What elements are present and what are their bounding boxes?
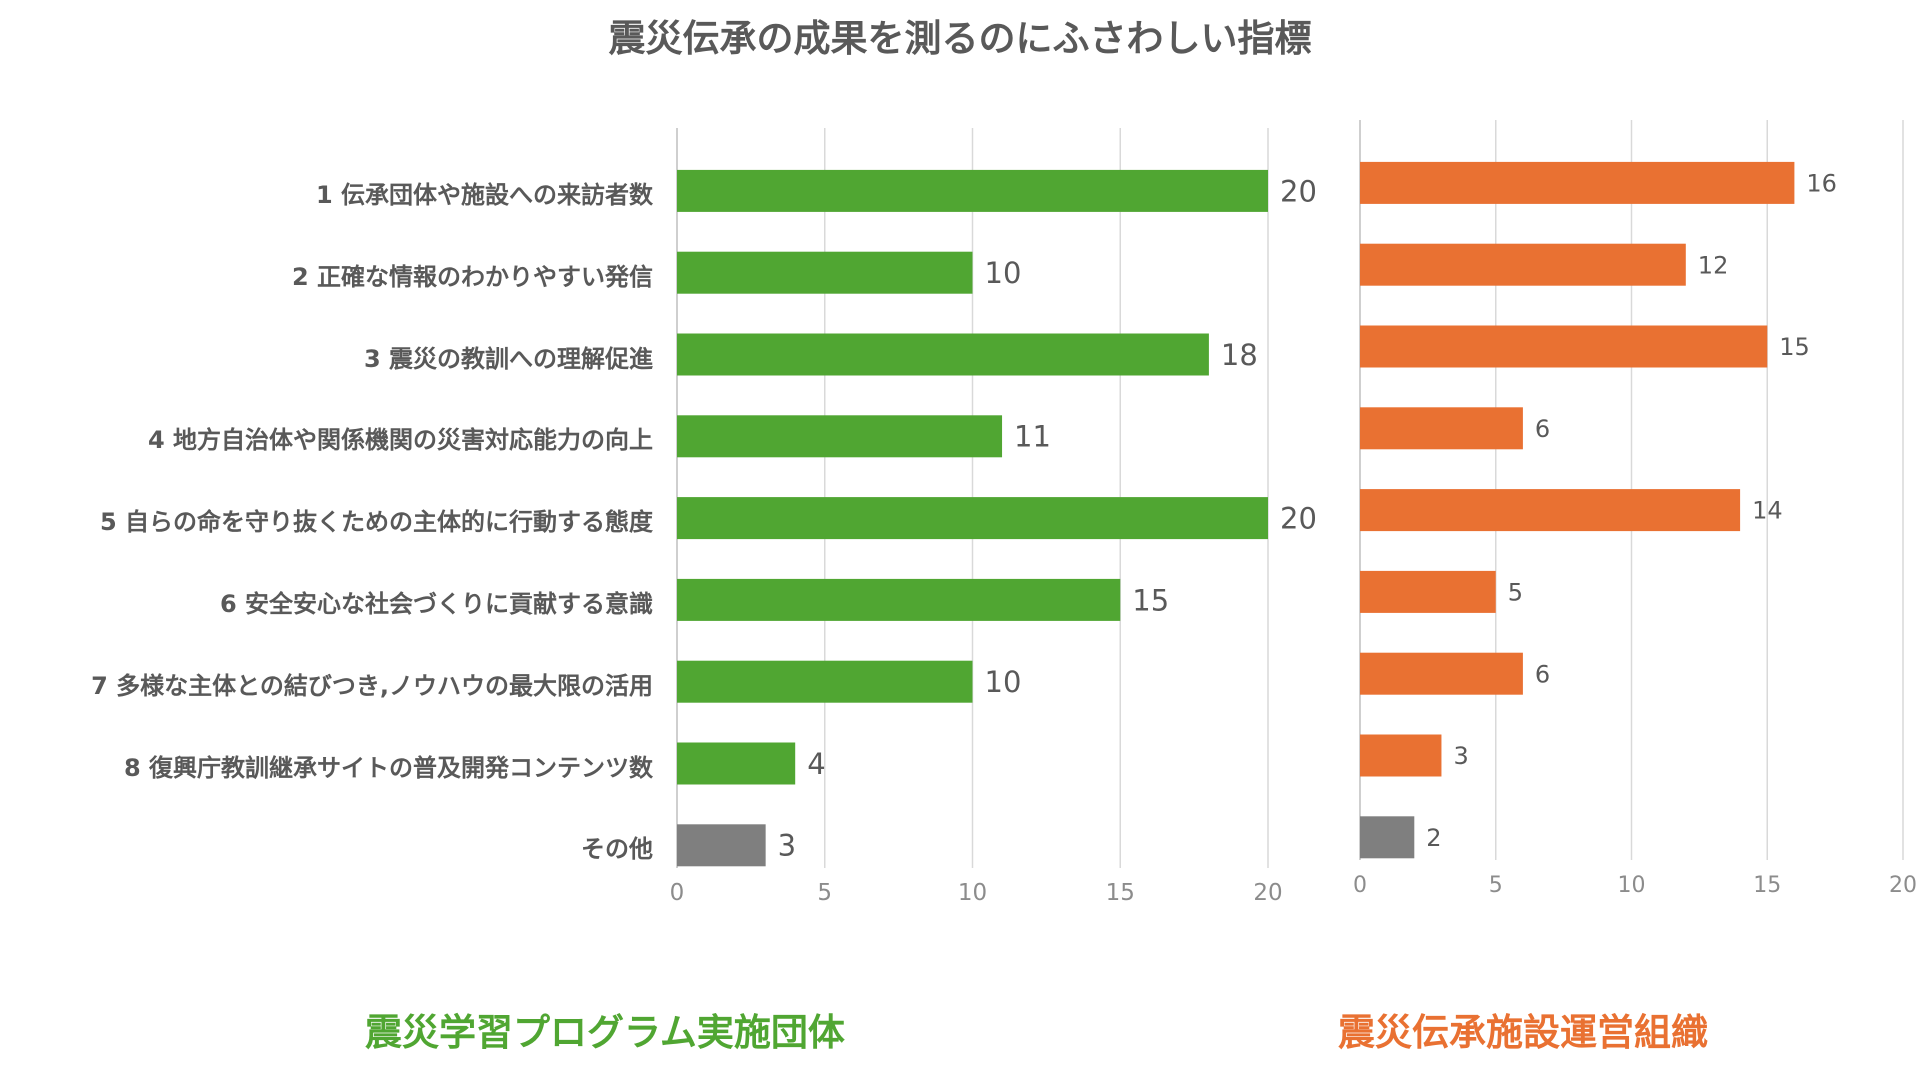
category-label: 2 正確な情報のわかりやすい発信 — [291, 262, 653, 291]
right-bar — [1360, 570, 1496, 613]
left-data-label: 15 — [1132, 583, 1169, 617]
left-bar — [677, 824, 766, 867]
right-data-label: 2 — [1426, 824, 1441, 852]
category-label: 5 自らの命を守り抜くための主体的に行動する態度 — [99, 508, 653, 537]
right-x-tick-label: 20 — [1889, 873, 1917, 898]
right-bar — [1360, 734, 1442, 777]
left-bar — [677, 742, 796, 785]
right-x-tick-label: 5 — [1489, 873, 1503, 898]
left-data-label: 4 — [807, 747, 825, 781]
right-chart-caption: 震災伝承施設運営組織 — [1338, 1011, 1708, 1054]
right-bar — [1360, 652, 1523, 695]
left-bar — [677, 333, 1209, 376]
right-bar — [1360, 243, 1686, 286]
category-label: 3 震災の教訓への理解促進 — [363, 344, 653, 373]
left-x-tick-label: 20 — [1253, 880, 1282, 906]
left-x-tick-label: 15 — [1106, 880, 1135, 906]
right-data-label: 15 — [1779, 333, 1810, 361]
right-x-tick-label: 10 — [1618, 873, 1646, 898]
category-label: 7 多様な主体との結びつき,ノウハウの最大限の活用 — [91, 671, 653, 700]
category-label: その他 — [581, 835, 653, 864]
left-data-label: 11 — [1014, 420, 1051, 454]
left-x-tick-label: 5 — [817, 880, 832, 906]
right-bar — [1360, 407, 1523, 450]
right-x-tick-label: 15 — [1753, 873, 1781, 898]
left-bar — [677, 497, 1268, 540]
right-data-label: 3 — [1453, 742, 1468, 770]
category-label: 6 安全安心な社会づくりに貢献する意識 — [219, 589, 653, 618]
right-data-label: 14 — [1752, 497, 1783, 525]
right-bar — [1360, 325, 1768, 368]
left-bar — [677, 169, 1268, 212]
left-bar — [677, 660, 973, 703]
left-x-tick-label: 10 — [958, 880, 987, 906]
right-x-tick-label: 0 — [1353, 873, 1367, 898]
right-bar — [1360, 489, 1741, 532]
left-data-label: 10 — [985, 256, 1022, 290]
left-data-label: 10 — [985, 665, 1022, 699]
left-data-label: 3 — [778, 829, 796, 863]
category-label: 1 伝承団体や施設への来訪者数 — [315, 180, 653, 209]
left-bar — [677, 251, 973, 294]
right-data-label: 16 — [1806, 170, 1837, 198]
category-label: 4 地方自治体や関係機関の災害対応能力の向上 — [147, 426, 653, 455]
left-data-label: 20 — [1280, 502, 1317, 536]
right-data-label: 6 — [1535, 660, 1550, 688]
category-label: 8 復興庁教訓継承サイトの普及開発コンテンツ数 — [123, 753, 653, 782]
left-data-label: 18 — [1221, 338, 1258, 372]
left-data-label: 20 — [1280, 174, 1317, 208]
right-data-label: 6 — [1535, 415, 1550, 443]
left-bar — [677, 578, 1121, 621]
left-bar — [677, 415, 1003, 458]
right-data-label: 12 — [1698, 251, 1729, 279]
left-x-tick-label: 0 — [670, 880, 685, 906]
left-chart-caption: 震災学習プログラム実施団体 — [365, 1011, 845, 1054]
chart-title: 震災伝承の成果を測るのにふさわしい指標 — [608, 17, 1312, 60]
right-bar — [1360, 161, 1795, 204]
right-bar — [1360, 816, 1415, 859]
right-data-label: 5 — [1508, 579, 1523, 607]
